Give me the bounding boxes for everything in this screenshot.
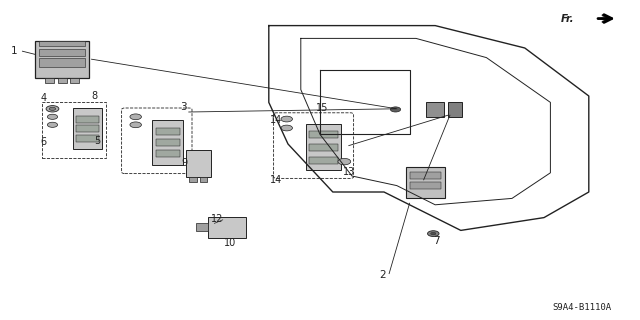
Bar xyxy=(38,58,86,67)
Bar xyxy=(38,49,86,56)
Text: 15: 15 xyxy=(316,103,328,113)
Circle shape xyxy=(46,106,59,112)
Text: 6: 6 xyxy=(40,137,47,148)
Bar xyxy=(156,128,180,135)
Bar xyxy=(58,78,67,84)
Text: 8: 8 xyxy=(92,91,98,101)
Bar xyxy=(309,144,338,151)
Bar xyxy=(189,177,197,182)
Bar xyxy=(200,177,207,182)
Text: 1: 1 xyxy=(11,46,17,56)
Circle shape xyxy=(431,232,436,235)
Circle shape xyxy=(390,107,401,112)
Circle shape xyxy=(428,231,439,236)
Text: 14: 14 xyxy=(270,115,283,125)
Bar xyxy=(426,102,444,117)
Bar xyxy=(77,135,99,142)
Bar xyxy=(156,150,180,157)
Text: 10: 10 xyxy=(224,238,237,248)
Circle shape xyxy=(47,114,58,119)
Bar xyxy=(77,116,99,123)
Bar xyxy=(42,102,106,158)
Bar xyxy=(77,125,99,132)
Bar xyxy=(35,41,90,78)
Circle shape xyxy=(47,122,58,127)
Circle shape xyxy=(49,107,56,110)
Text: 7: 7 xyxy=(433,236,440,246)
Circle shape xyxy=(281,125,292,131)
Bar xyxy=(186,150,211,177)
Text: 12: 12 xyxy=(211,214,224,224)
Bar xyxy=(306,124,340,170)
Bar xyxy=(410,172,441,179)
Bar xyxy=(406,167,445,198)
Bar xyxy=(196,223,208,231)
Text: Fr.: Fr. xyxy=(561,13,574,24)
Bar xyxy=(448,102,462,117)
Bar xyxy=(309,131,338,138)
Bar xyxy=(38,41,86,46)
Bar xyxy=(70,78,79,84)
Bar xyxy=(74,108,102,149)
Circle shape xyxy=(338,158,351,165)
Text: S9A4-B1110A: S9A4-B1110A xyxy=(552,303,611,312)
Text: 3: 3 xyxy=(180,102,187,112)
Circle shape xyxy=(130,122,141,128)
Bar xyxy=(156,139,180,146)
Circle shape xyxy=(281,116,292,122)
Text: 13: 13 xyxy=(342,167,355,177)
Text: 14: 14 xyxy=(270,175,283,185)
Text: 4: 4 xyxy=(40,92,47,103)
Bar xyxy=(45,78,54,84)
Bar xyxy=(152,120,183,165)
Circle shape xyxy=(130,114,141,120)
Bar xyxy=(208,217,246,238)
Text: 5: 5 xyxy=(94,136,100,146)
Text: 2: 2 xyxy=(380,270,386,280)
Text: 9: 9 xyxy=(181,157,188,168)
Bar xyxy=(309,157,338,164)
Bar xyxy=(410,182,441,189)
